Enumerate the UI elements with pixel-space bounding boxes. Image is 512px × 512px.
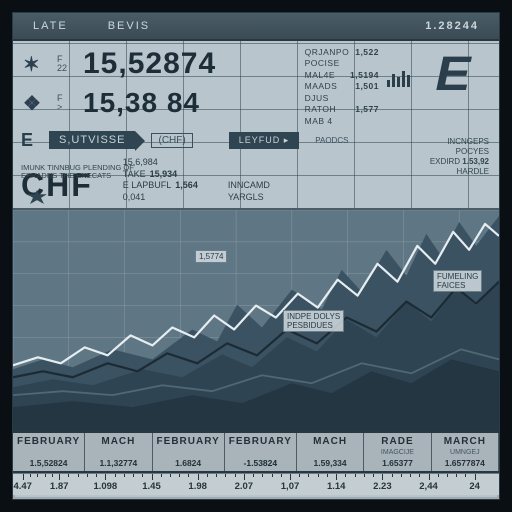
month-cell: FEBRUARY1.5,52824 [13,433,85,471]
bignum-row-2: ❖ F> 15,38 84 [13,81,499,119]
chip-chf: (CHF) [151,133,192,148]
month-cell: FEBRUARY1.6824 [153,433,225,471]
symbol-icon-1: ✶ [23,52,49,77]
chart-tag-mid: INDPE DOLYSPESBIDUES [283,310,344,332]
chip-main: S,UTVISSE [49,131,135,149]
month-cell: MACH1.59,334 [297,433,364,471]
chart-tag-right: FUMELINGFAICES [433,270,482,292]
chip-row: E S,UTVISSE (CHF) LEYFUD ▸ PAODCS [21,127,491,153]
chart-tag-top: 1,5774 [195,250,227,263]
kv-col-2: INNCAMDYARGLS [228,180,270,203]
header-value: 1.28244 [425,20,479,32]
chart-svg [13,210,499,431]
sub-2: F> [57,94,75,112]
header-left: LATE [33,20,68,32]
header-bar: LATE BEVIS 1.28244 [13,13,499,41]
minibars-icon [387,69,413,87]
sub-1: F22 [57,55,75,73]
symbol-icon-2: ❖ [23,91,49,116]
ruler: 4.471.871.0981.451.982.071,071.142.232,4… [13,473,499,495]
side-metrics: QRJANPO1,522POCISEMAL4E1,5194MAADS1,501D… [305,47,379,127]
header-mid: BEVIS [108,20,150,32]
chip-levfud: LEYFUD ▸ [229,132,300,149]
month-cell: MACH1.1,32774 [85,433,152,471]
month-cell: RADEIMAGCIJE1.65377 [364,433,431,471]
top-panel: ✶ F22 15,52874 ❖ F> 15,38 84 QRJANPO1,52… [13,41,499,209]
months-strip: FEBRUARY1.5,52824MACH1.1,32774FEBRUARY1.… [13,431,499,473]
big-value-1: 15,52874 [83,47,216,81]
chart-area: 1,5774 INDPE DOLYSPESBIDUES FUMELINGFAIC… [13,209,499,431]
chip-paodcs: PAODCS [315,136,348,145]
frame: LATE BEVIS 1.28244 ✶ F22 15,52874 ❖ F> 1… [12,12,500,500]
month-cell: FEBRUARY-1.53824 [225,433,297,471]
month-cell: MARCHUMNGEJ1.6577874 [432,433,499,471]
big-value-2: 15,38 84 [83,87,200,119]
right-metrics: INCNGEPSPOCYESEXDIRD 1.53,92HARDLE [430,137,489,177]
bignum-row-1: ✶ F22 15,52874 [13,41,499,81]
euro-icon: E [435,47,470,102]
caption-text: IMUNK TINNBUG PLENDING OF EPRADNS THE EN… [21,164,141,181]
